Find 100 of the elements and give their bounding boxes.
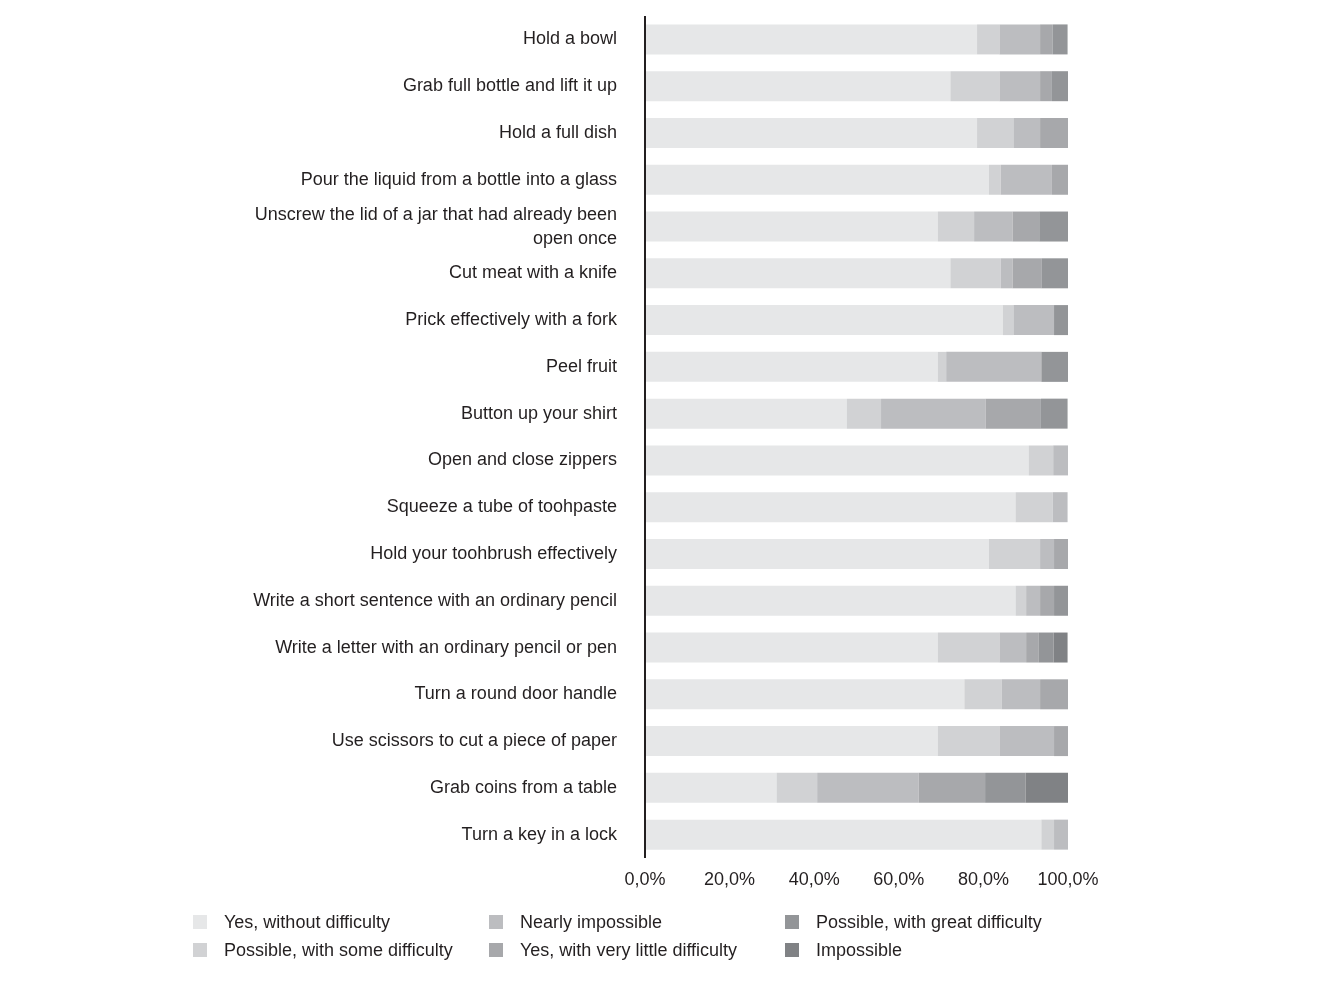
y-tick-label: Write a letter with an ordinary pencil or pen <box>275 636 617 657</box>
bar <box>1040 679 1068 710</box>
bar <box>645 117 978 148</box>
bar <box>1012 258 1042 289</box>
bar <box>1025 772 1068 803</box>
bar <box>776 772 818 803</box>
bar <box>950 71 1000 102</box>
y-tick-label: Cut meat with a knife <box>448 262 617 283</box>
y-tick-label: Pour the liquid from a bottle into a glass <box>300 168 617 189</box>
x-tick-label: 60,0% <box>873 868 925 889</box>
legend-label: Yes, with very little difficulty <box>520 939 738 961</box>
bar <box>1054 585 1068 616</box>
x-tick-label: 100,0% <box>1037 868 1099 889</box>
bar <box>1052 24 1068 55</box>
bar <box>1013 117 1041 148</box>
bar <box>1053 445 1068 476</box>
bar <box>645 398 847 429</box>
bar <box>999 726 1055 757</box>
bar <box>985 772 1026 803</box>
bar <box>1028 445 1054 476</box>
bar <box>1013 305 1055 336</box>
bar <box>645 211 938 242</box>
bar <box>1040 71 1052 102</box>
y-tick-label: Hold a bowl <box>522 28 617 49</box>
legend-label: Nearly impossible <box>520 911 663 933</box>
bar <box>645 305 1003 336</box>
bar <box>645 632 938 663</box>
bar <box>1040 538 1055 569</box>
bar <box>1054 538 1068 569</box>
bar <box>1000 258 1013 289</box>
bar <box>645 164 989 195</box>
bar <box>999 24 1041 55</box>
bar <box>645 772 777 803</box>
legend-label: Yes, without difficulty <box>224 911 391 933</box>
bar <box>817 772 919 803</box>
bar <box>1040 398 1068 429</box>
bar <box>918 772 986 803</box>
bar <box>1040 117 1068 148</box>
bar <box>645 726 938 757</box>
bar <box>645 585 1016 616</box>
bar <box>946 351 1042 382</box>
legend-label: Possible, with great difficulty <box>816 911 1042 933</box>
y-tick-label: Hold your toohbrush effectively <box>370 542 617 563</box>
y-tick-label: Unscrew the lid of a jar that had already been open once <box>254 203 617 248</box>
y-tick-label: Button up your shirt <box>460 402 617 423</box>
bar <box>999 71 1041 102</box>
y-tick-label: Grab coins from a table <box>429 776 617 797</box>
bar <box>1041 351 1068 382</box>
legend-label: Impossible <box>816 939 903 961</box>
legend-label: Possible, with some difficulty <box>224 939 453 961</box>
bar <box>937 351 947 382</box>
bar <box>977 117 1014 148</box>
bar <box>645 24 978 55</box>
bar <box>985 398 1041 429</box>
bar <box>1039 211 1068 242</box>
bar <box>1054 819 1068 850</box>
bar <box>645 445 1029 476</box>
bar <box>1012 211 1040 242</box>
y-tick-label: Write a short sentence with an ordinary pencil <box>253 589 617 610</box>
bar <box>1054 305 1068 336</box>
bar <box>988 164 1001 195</box>
y-tick-label: Turn a round door handle <box>414 683 617 704</box>
bar <box>1000 164 1052 195</box>
bar <box>1052 492 1068 523</box>
bar <box>1002 305 1014 336</box>
y-tick-label: Grab full bottle and lift it up <box>402 74 617 95</box>
x-tick-label: 0,0% <box>624 868 666 889</box>
bar <box>1041 258 1068 289</box>
y-tick-label: Hold a full dish <box>498 121 617 142</box>
bar <box>988 538 1041 569</box>
bar <box>937 632 1000 663</box>
bar <box>1038 632 1054 663</box>
bar <box>1015 492 1053 523</box>
bar <box>974 211 1013 242</box>
bar <box>1040 585 1055 616</box>
bar <box>964 679 1002 710</box>
bar <box>645 492 1016 523</box>
y-tick-label: Turn a key in a lock <box>461 823 618 844</box>
y-tick-label: Prick effectively with a fork <box>405 308 618 329</box>
bar <box>1051 71 1068 102</box>
bar <box>1041 819 1055 850</box>
bar <box>645 819 1042 850</box>
y-tick-label: Open and close zippers <box>427 449 617 470</box>
bar <box>645 71 951 102</box>
bar <box>645 258 951 289</box>
x-tick-label: 40,0% <box>788 868 840 889</box>
y-tick-label: Squeeze a tube of toohpaste <box>386 495 617 516</box>
y-tick-label: Peel fruit <box>545 355 617 376</box>
bar <box>977 24 1000 55</box>
bar <box>999 632 1027 663</box>
bar <box>1001 679 1041 710</box>
bar <box>1051 164 1068 195</box>
bar <box>645 538 989 569</box>
bar <box>881 398 986 429</box>
bar <box>1026 585 1041 616</box>
bar <box>1015 585 1027 616</box>
x-tick-label: 20,0% <box>704 868 756 889</box>
bar <box>645 351 938 382</box>
bar <box>1040 24 1053 55</box>
bar <box>937 211 975 242</box>
